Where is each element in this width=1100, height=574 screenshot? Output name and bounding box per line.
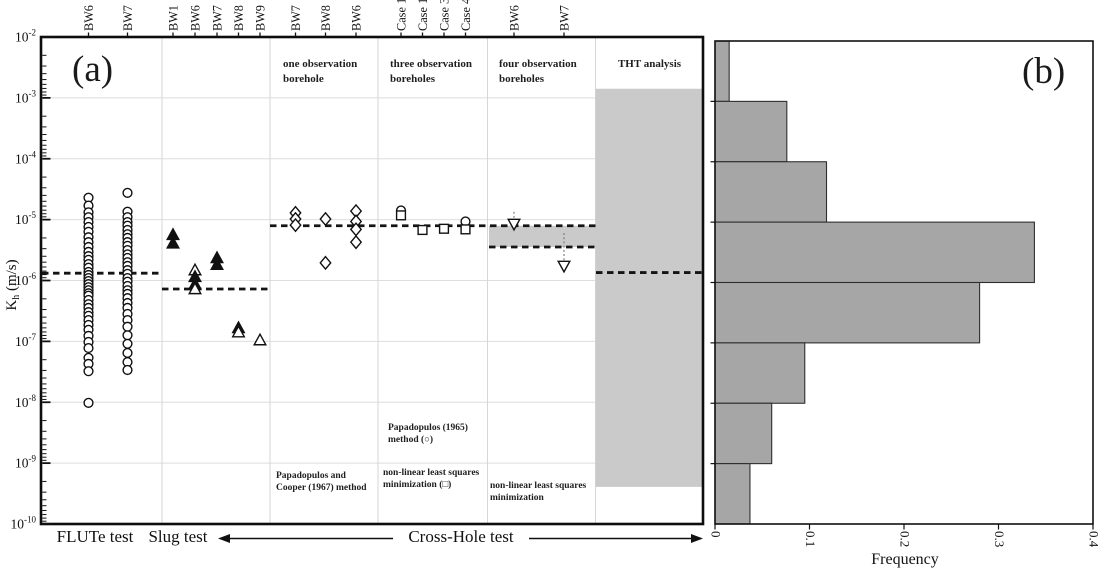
top-borehole-label: BW8 <box>232 5 246 31</box>
top-borehole-label: Case 3 <box>437 0 451 31</box>
header-one-observation-borehole: one observation borehole <box>283 58 358 85</box>
gray-band-obs4 <box>489 225 596 248</box>
y-tick-label: 10-3 <box>15 88 36 105</box>
y-tick-label: 10-5 <box>15 210 36 227</box>
frequency-tick-label: 0.2 <box>898 531 913 547</box>
diamond-marker <box>289 217 302 233</box>
histogram-bar <box>714 221 1035 284</box>
diamond-marker <box>319 255 332 271</box>
header-four-observation-boreholes: four observation boreholes <box>499 58 577 85</box>
histogram-bar <box>714 402 773 465</box>
y-tick-label: 10-10 <box>11 515 37 532</box>
circle-marker <box>122 330 133 341</box>
circle-marker <box>122 321 133 332</box>
top-borehole-label: BW6 <box>188 5 202 31</box>
square-marker <box>460 224 471 235</box>
range-bands <box>489 88 702 487</box>
note-nonlinear-least-squares-square: non-linear least squares minimization (□… <box>383 468 480 491</box>
top-borehole-label: BW7 <box>121 5 135 31</box>
triangle-up-marker <box>253 332 267 346</box>
top-borehole-label: BW7 <box>289 5 303 31</box>
bottom-label-flute-test: FLUTe test <box>56 527 134 546</box>
square-marker <box>417 224 428 236</box>
y-tick-label: 10-2 <box>15 28 36 45</box>
top-borehole-label: BW8 <box>319 5 333 31</box>
top-borehole-label: BW7 <box>210 5 224 31</box>
triangle-up-marker <box>188 281 202 295</box>
header-three-observation-boreholes: three observation boreholes <box>390 58 472 85</box>
y-tick-label: 10-7 <box>15 332 36 349</box>
top-borehole-label: BW7 <box>557 5 571 31</box>
frequency-tick-label: 0.3 <box>992 531 1007 547</box>
histogram-bar <box>714 342 806 404</box>
top-borehole-label: BW6 <box>349 5 363 31</box>
triangle-up-marker <box>210 257 224 270</box>
circle-marker <box>83 397 94 408</box>
frequency-tick-label: 0 <box>709 531 724 538</box>
dashed-median-lines <box>42 224 702 291</box>
frequency-tick-label: 0.4 <box>1087 531 1100 548</box>
y-tick-label: 10-4 <box>15 149 36 166</box>
panel-a-frame <box>39 35 705 526</box>
diamond-marker <box>349 234 363 250</box>
cross-hole-arrow <box>218 534 703 543</box>
panel-b-label: (b) <box>1022 51 1066 92</box>
histogram-bar <box>714 100 788 163</box>
header-tht-analysis: THT analysis <box>617 58 682 70</box>
bottom-label-slug-test: Slug test <box>148 527 208 546</box>
gray-band-tht <box>595 88 702 487</box>
circle-marker <box>83 342 94 354</box>
square-marker <box>395 210 407 221</box>
panel-a-label: (a) <box>72 49 114 90</box>
top-borehole-label: BW6 <box>507 5 521 31</box>
top-borehole-label: BW9 <box>253 5 267 31</box>
y-tick-label: 10-9 <box>15 454 36 471</box>
bottom-label-cross-hole-test: Cross-Hole test <box>408 527 514 546</box>
y-tick-label: 10-8 <box>15 393 36 410</box>
top-borehole-label: Case 1 <box>416 0 430 31</box>
note-nonlinear-least-squares: non-linear least squares minimization <box>490 481 587 504</box>
circle-marker <box>83 366 94 377</box>
note-papadopulos-cooper: Papadopulos and Cooper (1967) method <box>276 471 367 494</box>
histogram-bar <box>714 463 751 525</box>
top-borehole-label: Case 1 <box>394 0 408 31</box>
square-marker <box>438 223 450 234</box>
circle-marker <box>122 187 133 198</box>
top-borehole-label: Case 4 <box>459 0 473 31</box>
histogram-bar <box>714 161 828 223</box>
circle-marker <box>122 347 133 359</box>
triangle-down-marker <box>507 218 521 232</box>
triangle-up-marker <box>166 235 180 249</box>
circle-marker <box>122 364 133 376</box>
top-borehole-label: BW6 <box>82 5 96 31</box>
frequency-tick-label: 0.1 <box>803 531 818 547</box>
panel-b-histogram: 0 0.1 0.2 0.3 0.4 <box>709 40 1100 548</box>
circle-marker <box>122 338 133 349</box>
y-axis-title: Kh (m/s) <box>4 259 22 310</box>
histogram-bar <box>714 40 730 102</box>
axis-ticks-a: 10-2 10-3 10-4 10-5 10-6 10-7 10-8 10-9 10-10 <box>11 28 51 532</box>
top-borehole-label: BW1 <box>166 5 180 31</box>
triangle-down-marker <box>557 260 571 274</box>
y-tick-label: 10-6 <box>15 271 36 288</box>
note-papadopulos-1965: Papadopulos (1965) method (○) <box>388 423 468 446</box>
histogram-bar <box>714 281 981 344</box>
data-points <box>83 187 571 408</box>
triangle-up-marker <box>231 324 246 338</box>
top-axis-labels: BW6 BW7 BW1 BW6 BW7 BW8 BW9 BW7 BW8 BW6 Case 1 Case… <box>82 0 571 38</box>
diamond-marker <box>319 211 332 227</box>
frequency-axis-label: Frequency <box>871 551 939 568</box>
